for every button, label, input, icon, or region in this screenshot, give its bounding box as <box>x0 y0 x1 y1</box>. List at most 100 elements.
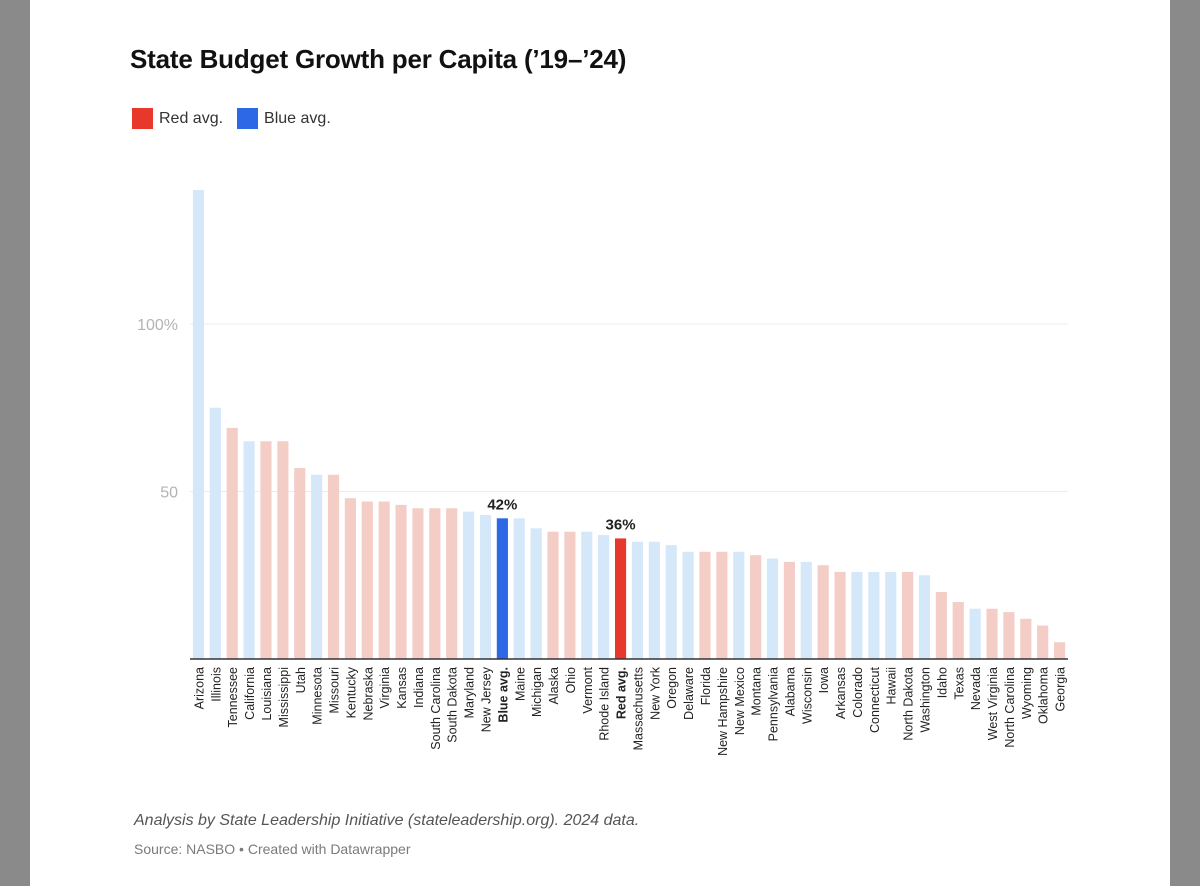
x-tick-label-new-york: New York <box>648 666 662 720</box>
bar-pennsylvania <box>766 558 779 659</box>
bar-alaska <box>547 531 559 659</box>
x-tick-label-new-jersey: New Jersey <box>479 666 493 732</box>
bar-new-jersey <box>479 514 492 659</box>
x-tick-label-ohio: Ohio <box>564 667 578 693</box>
x-tick-label-maine: Maine <box>513 667 527 701</box>
x-tick-label-montana: Montana <box>750 667 764 716</box>
data-label-red-avg: 36% <box>606 516 636 533</box>
bar-montana <box>750 555 762 659</box>
x-tick-label-washington: Washington <box>918 667 932 733</box>
bar-delaware <box>682 551 694 659</box>
bar-maryland <box>463 511 475 659</box>
legend-label-blue: Blue avg. <box>264 109 331 127</box>
bar-utah <box>294 468 306 659</box>
x-tick-label-vermont: Vermont <box>581 666 595 713</box>
bar-illinois <box>209 407 221 659</box>
bar-kentucky <box>344 498 356 659</box>
bar-missouri <box>327 474 340 659</box>
x-tick-label-blue-avg: Blue avg. <box>496 667 510 723</box>
x-tick-label-mississippi: Mississippi <box>277 667 291 727</box>
x-tick-label-iowa: Iowa <box>817 667 831 693</box>
x-tick-label-utah: Utah <box>294 667 308 693</box>
x-tick-label-new-mexico: New Mexico <box>733 667 747 735</box>
bar-vermont <box>581 531 593 659</box>
bar-georgia <box>1053 642 1066 659</box>
x-tick-label-north-carolina: North Carolina <box>1003 667 1017 748</box>
bar-north-carolina <box>1003 612 1015 659</box>
bar-south-dakota <box>446 508 458 659</box>
bar-wyoming <box>1020 618 1032 659</box>
bar-kansas <box>395 504 407 659</box>
bar-new-york <box>648 541 660 659</box>
x-tick-label-rhode-island: Rhode Island <box>598 667 612 741</box>
x-tick-label-new-hampshire: New Hampshire <box>716 667 730 756</box>
bar-new-hampshire <box>716 551 728 659</box>
bar-south-carolina <box>429 508 441 659</box>
x-tick-label-maryland: Maryland <box>463 667 477 718</box>
x-tick-label-nebraska: Nebraska <box>361 667 375 721</box>
x-tick-label-illinois: Illinois <box>209 667 223 702</box>
bar-red-avg <box>614 538 627 659</box>
x-tick-label-kentucky: Kentucky <box>344 666 358 718</box>
bar-rhode-island <box>598 535 610 659</box>
created-with-text: Created with Datawrapper <box>247 841 411 857</box>
bar-west-virginia <box>986 608 998 659</box>
x-tick-label-indiana: Indiana <box>412 667 426 708</box>
x-tick-label-minnesota: Minnesota <box>311 667 325 725</box>
bar-minnesota <box>311 474 323 659</box>
x-tick-label-arkansas: Arkansas <box>834 667 848 719</box>
legend-label-red: Red avg. <box>159 109 224 127</box>
x-tick-label-wisconsin: Wisconsin <box>800 667 814 724</box>
bar-new-mexico <box>733 551 745 659</box>
x-tick-label-michigan: Michigan <box>530 667 544 717</box>
bar-indiana <box>412 508 424 659</box>
bar-nevada <box>969 608 981 659</box>
footer-source: Source: NASBO • Created with Datawrapper <box>134 841 410 857</box>
x-tick-label-california: California <box>243 667 257 720</box>
data-label-blue-avg: 42% <box>487 496 517 513</box>
bar-hawaii <box>885 571 897 659</box>
x-tick-label-florida: Florida <box>699 667 713 705</box>
bar-colorado <box>851 571 863 659</box>
x-tick-label-georgia: Georgia <box>1054 667 1068 712</box>
source-separator: • <box>235 841 248 857</box>
x-tick-label-oklahoma: Oklahoma <box>1037 667 1051 724</box>
x-tick-label-south-carolina: South Carolina <box>429 667 443 750</box>
x-tick-label-missouri: Missouri <box>328 667 342 714</box>
x-tick-label-virginia: Virginia <box>378 667 392 709</box>
x-tick-label-wyoming: Wyoming <box>1020 667 1034 719</box>
legend-swatch-red <box>132 108 153 129</box>
bar-texas <box>952 602 964 659</box>
bar-nebraska <box>361 501 373 659</box>
footer-analysis: Analysis by State Leadership Initiative … <box>134 812 640 829</box>
x-tick-label-texas: Texas <box>952 667 966 700</box>
x-tick-label-tennessee: Tennessee <box>226 667 240 728</box>
bar-california <box>243 441 255 659</box>
bar-wisconsin <box>800 561 812 659</box>
bar-connecticut <box>868 571 880 659</box>
bar-massachusetts <box>631 541 644 659</box>
x-tick-label-kansas: Kansas <box>395 667 409 709</box>
x-tick-label-alabama: Alabama <box>783 667 797 716</box>
x-tick-label-louisiana: Louisiana <box>260 667 274 721</box>
y-tick-label-50: 50 <box>160 485 178 502</box>
legend-item-blue: Blue avg. <box>237 108 331 129</box>
bar-florida <box>699 551 711 659</box>
bar-tennessee <box>226 427 238 659</box>
x-tick-label-colorado: Colorado <box>851 667 865 718</box>
bar-arkansas <box>834 571 846 659</box>
bar-mississippi <box>277 441 289 659</box>
x-tick-label-alaska: Alaska <box>547 667 561 705</box>
bar-oklahoma <box>1037 625 1049 659</box>
bar-north-dakota <box>902 571 914 659</box>
x-tick-label-oregon: Oregon <box>665 667 679 709</box>
x-tick-label-south-dakota: South Dakota <box>446 667 460 743</box>
bar-ohio <box>564 531 576 659</box>
legend: Red avg. Blue avg. <box>132 108 331 129</box>
bar-louisiana <box>260 441 272 659</box>
x-tick-label-hawaii: Hawaii <box>885 667 899 705</box>
y-tick-label-100: 100% <box>137 317 178 334</box>
x-tick-label-north-dakota: North Dakota <box>902 667 916 741</box>
x-tick-label-red-avg: Red avg. <box>615 667 629 719</box>
